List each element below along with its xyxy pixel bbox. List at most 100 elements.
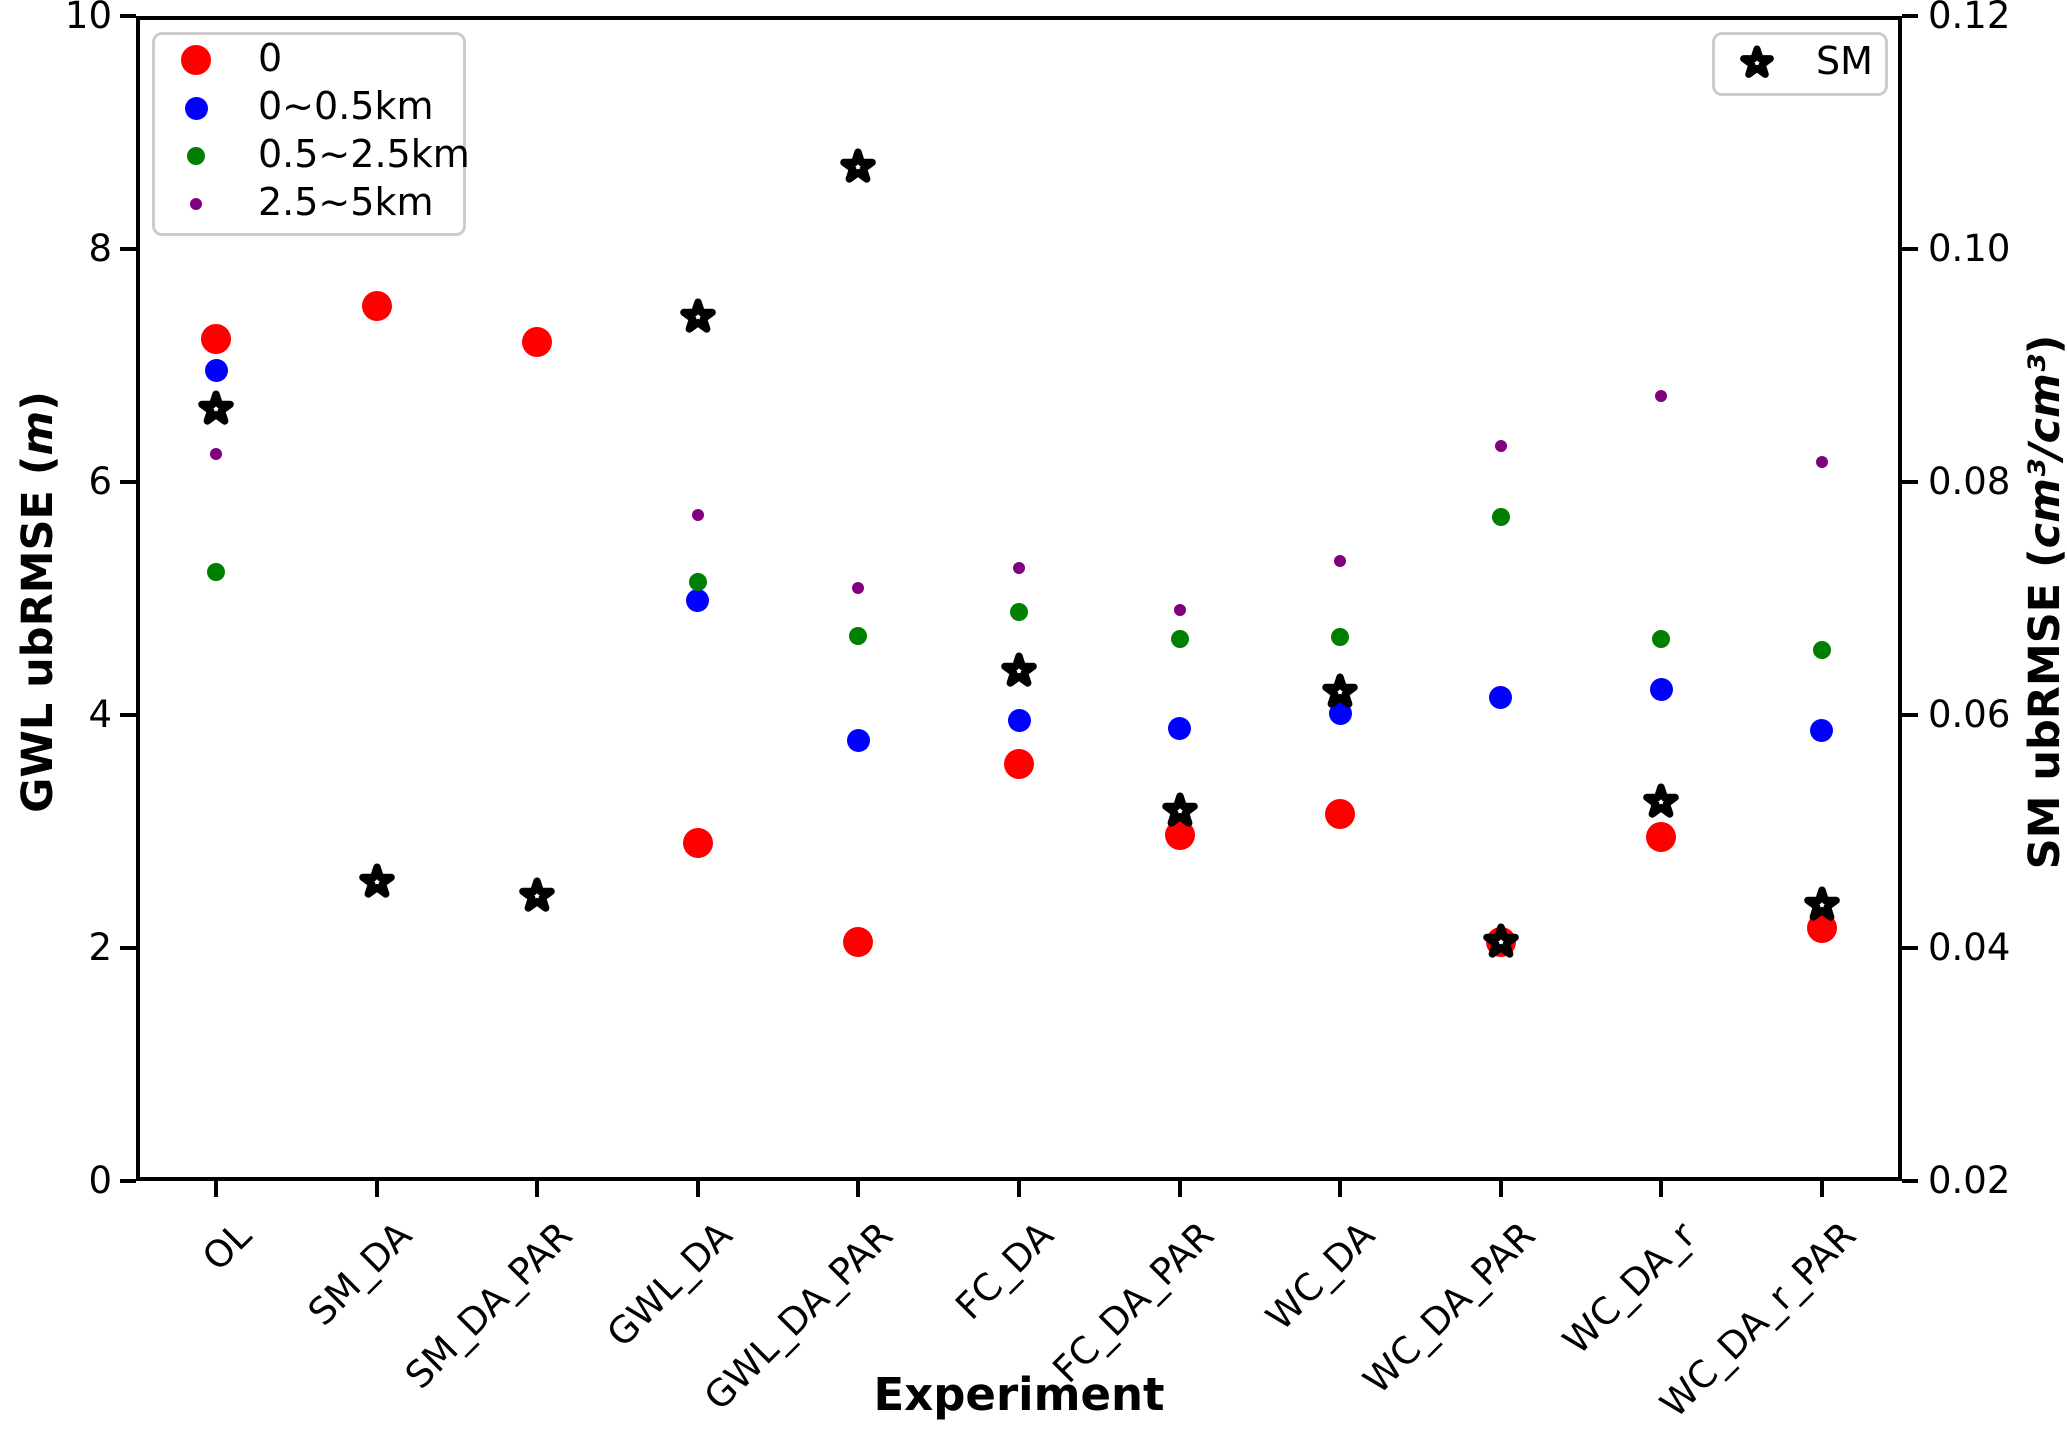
y-tick-label-right: 0.06	[1928, 693, 2011, 736]
legend-sm	[1712, 32, 1888, 96]
y-axis-label-right-italic: cm³/cm³	[2020, 354, 2067, 549]
y-tick-label-left: 10	[64, 0, 112, 37]
point-2.5~5km-GWL_DA_PAR	[852, 582, 865, 594]
x-tick-label: SM_DA	[299, 1213, 420, 1334]
point-2.5~5km-OL	[210, 448, 223, 461]
x-tick	[1819, 1181, 1824, 1197]
point-0~0.5km-WC_DA	[1328, 702, 1352, 726]
point-sm-FC_DA	[999, 651, 1039, 691]
y-tick-label-right: 0.02	[1928, 1159, 2011, 1202]
point-sm-WC_DA	[1320, 672, 1360, 712]
x-axis-label: Experiment	[873, 1368, 1165, 1421]
point-2.5~5km-WC_DA_PAR	[1494, 439, 1507, 452]
point-0~0.5km-WC_DA_PAR	[1489, 686, 1513, 710]
sm-star-icon	[1001, 652, 1037, 687]
x-tick-label: FC_DA_PAR	[1044, 1213, 1223, 1392]
point-0-WC_DA	[1325, 799, 1356, 830]
point-0~0.5km-FC_DA_PAR	[1168, 717, 1192, 741]
y-tick-left	[120, 713, 136, 717]
point-0~0.5km-GWL_DA	[686, 589, 710, 613]
y-tick-right	[1902, 713, 1918, 717]
legend-marker-0~0.5km	[184, 96, 208, 120]
y-tick-right	[1902, 946, 1918, 950]
legend-label: 0~0.5km	[258, 84, 434, 128]
point-sm-WC_DA_r_PAR	[1802, 885, 1842, 925]
x-tick	[856, 1181, 861, 1197]
y-axis-label-right: SM ubRMSE (cm³/cm³)	[2020, 322, 2067, 882]
legend-marker-0	[181, 45, 211, 75]
y-tick-label-left: 2	[88, 926, 112, 969]
y-tick-left	[120, 247, 136, 251]
y-tick-right	[1902, 1179, 1918, 1183]
y-tick-label-right: 0.08	[1928, 460, 2011, 503]
sm-star-icon	[1803, 886, 1840, 921]
point-0-OL	[201, 323, 232, 354]
sm-star-icon	[519, 877, 556, 912]
legend-marker-2.5~5km	[190, 198, 202, 210]
point-2.5~5km-WC_DA_r_PAR	[1815, 456, 1828, 469]
y-tick-left	[120, 946, 136, 950]
y-axis-label-right-close: )	[2020, 334, 2067, 355]
point-0.5~2.5km-FC_DA_PAR	[1170, 630, 1189, 649]
point-sm-OL	[196, 389, 236, 429]
x-tick-label: WC_DA	[1257, 1213, 1384, 1339]
point-0.5~2.5km-WC_DA_PAR	[1491, 507, 1510, 526]
y-tick-label-right: 0.10	[1928, 227, 2011, 270]
y-tick-label-left: 0	[88, 1159, 112, 1202]
legend-label: 2.5~5km	[258, 180, 434, 224]
point-sm-WC_DA_r	[1641, 782, 1681, 822]
point-0~0.5km-WC_DA_r	[1649, 677, 1673, 701]
point-0~0.5km-OL	[204, 358, 228, 382]
sm-star-icon	[198, 390, 235, 425]
sm-star-icon	[359, 863, 395, 898]
x-tick	[1338, 1181, 1343, 1197]
point-0-WC_DA_r	[1646, 822, 1677, 853]
x-tick	[1659, 1181, 1664, 1197]
x-tick-label: WC_DA_r	[1555, 1213, 1705, 1363]
point-sm-SM_DA_PAR	[517, 876, 557, 916]
point-0-FC_DA	[1004, 748, 1034, 779]
point-0~0.5km-GWL_DA_PAR	[846, 729, 870, 753]
legend-marker-0.5~2.5km	[187, 147, 205, 165]
point-sm-WC_DA_PAR	[1481, 922, 1521, 962]
y-tick-left	[120, 480, 136, 484]
x-tick	[1177, 1181, 1182, 1197]
point-0-SM_DA	[361, 291, 392, 322]
x-tick-label: OL	[193, 1213, 260, 1280]
x-tick	[214, 1181, 219, 1197]
point-0-SM_DA_PAR	[522, 327, 553, 358]
y-axis-label-right-text: SM ubRMSE (	[2020, 548, 2067, 870]
point-0.5~2.5km-OL	[207, 562, 226, 581]
point-2.5~5km-GWL_DA	[691, 508, 704, 521]
point-0.5~2.5km-WC_DA_r_PAR	[1812, 640, 1831, 659]
point-0~0.5km-WC_DA_r_PAR	[1810, 718, 1834, 742]
y-tick-right	[1902, 14, 1918, 18]
point-sm-GWL_DA	[678, 297, 718, 337]
x-tick	[1498, 1181, 1503, 1197]
sm-star-icon	[840, 148, 877, 184]
y-axis-label-left: GWL ubRMSE (m)	[13, 352, 63, 852]
y-tick-label-left: 8	[88, 227, 112, 270]
y-tick-left	[120, 14, 136, 18]
legend-label: 0.5~2.5km	[258, 132, 470, 176]
x-tick-label: FC_DA	[947, 1213, 1062, 1328]
point-2.5~5km-FC_DA_PAR	[1173, 604, 1186, 617]
point-0.5~2.5km-WC_DA_r	[1652, 630, 1671, 649]
legend-marker-sm	[1738, 44, 1776, 82]
point-0~0.5km-FC_DA	[1007, 709, 1031, 733]
point-0-GWL_DA	[682, 828, 713, 859]
point-sm-FC_DA_PAR	[1160, 791, 1200, 831]
y-axis-label-left-close: )	[13, 391, 63, 411]
x-tick	[1017, 1181, 1021, 1197]
y-tick-right	[1902, 247, 1918, 251]
point-2.5~5km-FC_DA	[1013, 562, 1025, 575]
point-0.5~2.5km-WC_DA	[1331, 627, 1350, 646]
y-axis-label-left-text: GWL ubRMSE (	[13, 455, 63, 813]
point-0.5~2.5km-GWL_DA	[688, 573, 707, 592]
sm-star-icon	[1643, 783, 1679, 819]
legend-label: 0	[258, 36, 283, 80]
x-tick	[535, 1181, 540, 1197]
sm-star-icon	[1322, 673, 1358, 708]
y-tick-label-right: 0.12	[1928, 0, 2011, 37]
